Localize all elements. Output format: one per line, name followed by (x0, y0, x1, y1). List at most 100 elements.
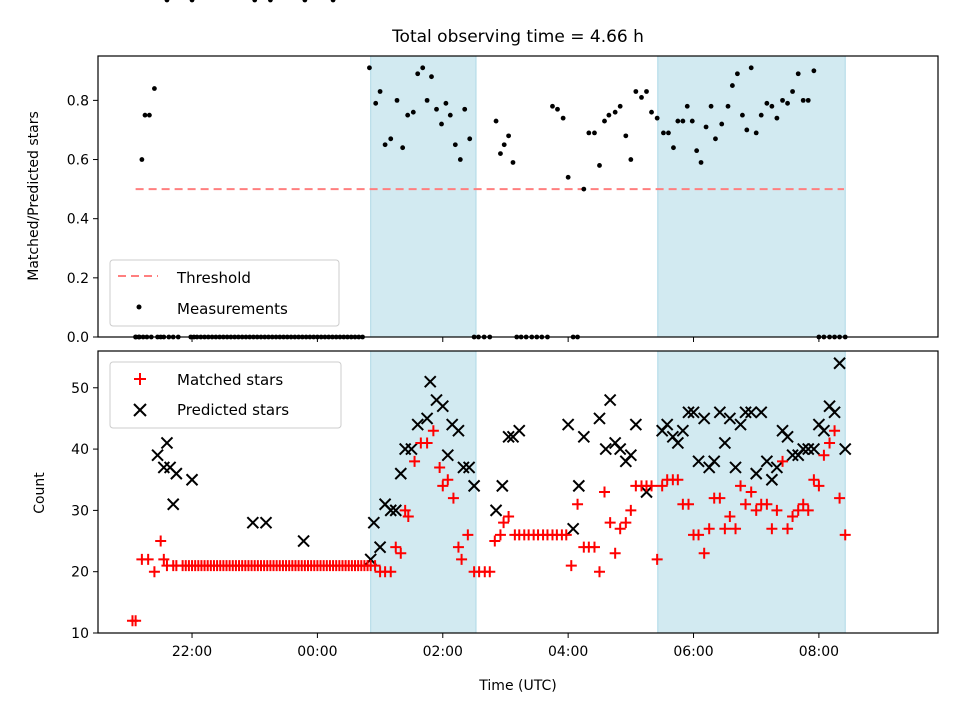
matched-star-point (797, 498, 809, 510)
matched-star-point (787, 511, 799, 523)
predicted-star-point (676, 424, 690, 437)
predicted-star-point (734, 418, 747, 431)
bot-observing-window-0 (370, 350, 477, 634)
measurement-point (560, 115, 566, 121)
measurement-point (719, 121, 725, 127)
measurement-point (152, 86, 157, 91)
predicted-star-point (561, 418, 575, 431)
predicted-star-point (624, 449, 638, 462)
measurement-point (581, 186, 587, 192)
count-panel-frame (97, 350, 939, 634)
measurement-point (795, 71, 801, 77)
measurement-point (811, 68, 817, 74)
predicted-star-point (660, 418, 674, 431)
predicted-star-point (828, 406, 841, 419)
predicted-star-point (750, 467, 763, 480)
measurement-point (698, 160, 704, 165)
matched-star-point (409, 455, 421, 467)
matched-star-point (730, 523, 742, 535)
count-legend: Matched stars Predicted stars (109, 361, 342, 429)
predicted-star-point (367, 516, 381, 529)
measurement-point (410, 109, 416, 115)
matched-star-point (434, 461, 446, 473)
matched-star-point (620, 517, 632, 529)
matched-star-point (456, 553, 468, 565)
measurement-point (565, 174, 571, 180)
chart-title: Total observing time = 4.66 h (391, 27, 644, 47)
measurement-point (252, 0, 258, 3)
xtick-label: 00:00 (297, 644, 337, 660)
matched-star-point (494, 529, 506, 541)
measurement-point (671, 145, 676, 151)
measurement-point (501, 142, 507, 148)
predicted-star-point (723, 412, 737, 425)
predicted-star-point (807, 442, 821, 456)
predicted-star-point (151, 449, 164, 462)
matched-star-point (818, 449, 830, 461)
xtick-label: 08:00 (799, 644, 839, 660)
matched-star-point (442, 474, 454, 486)
matched-star-point (625, 504, 637, 516)
measurement-point (666, 130, 671, 136)
matched-star-point (402, 511, 414, 523)
measurement-point (694, 148, 700, 154)
measurement-point (774, 115, 780, 121)
predicted-star-point (603, 393, 617, 407)
measurement-point (744, 127, 750, 133)
matched-star-point (395, 547, 407, 559)
measurement-point (703, 124, 709, 130)
predicted-star-point (797, 442, 810, 456)
matched-star-point (498, 517, 510, 529)
measurement-point (628, 157, 634, 162)
measurement-point (649, 109, 654, 115)
measurement-point (367, 65, 372, 71)
measurement-point (443, 100, 449, 106)
measurement-point (800, 97, 806, 103)
measurement-point (654, 115, 660, 121)
measurement-point (330, 0, 336, 3)
measurement-point (142, 112, 148, 118)
matched-star-point (462, 529, 474, 541)
measurement-point (780, 97, 785, 103)
predicted-star-point (739, 406, 752, 419)
measurement-point (415, 71, 421, 77)
predicted-star-point (682, 406, 695, 419)
matched-star-point (735, 480, 747, 492)
predicted-star-point (246, 516, 260, 529)
measurement-point (267, 0, 273, 3)
top-observing-window-0 (370, 55, 477, 338)
measurement-point (708, 103, 714, 109)
predicted-star-point (259, 516, 273, 529)
predicted-star-point (640, 485, 653, 499)
measurement-point (769, 103, 775, 109)
measurement-point (510, 160, 516, 165)
predicted-star-point (697, 412, 711, 425)
matched-star-point (130, 615, 142, 627)
predicted-star-point (467, 479, 481, 493)
measurement-point (139, 157, 145, 162)
measurement-point (623, 133, 629, 139)
predicted-star-point (373, 540, 387, 554)
measurement-point (493, 118, 499, 124)
predicted-star-point (839, 442, 852, 456)
measurement-point (725, 103, 731, 109)
matched-star-point (766, 523, 778, 535)
legend-measurements-swatch (136, 304, 142, 310)
measurement-point (147, 112, 152, 118)
measurement-point (639, 95, 644, 100)
predicted-star-point (489, 504, 503, 517)
measurement-point (675, 118, 681, 124)
predicted-star-point (157, 461, 171, 474)
measurement-point (164, 0, 170, 3)
measurement-point (447, 112, 453, 118)
predicted-star-point (411, 418, 424, 431)
ratio-legend-box (109, 259, 340, 327)
measurement-point (758, 112, 764, 118)
bot-ytick-label: 30 (71, 503, 89, 519)
bot-ytick-label: 50 (71, 381, 89, 397)
predicted-star-point (185, 473, 199, 486)
x-axis-label: Time (UTC) (478, 678, 556, 694)
measurement-point (429, 74, 434, 80)
measurement-point (592, 130, 597, 136)
predicted-star-point (457, 461, 470, 474)
